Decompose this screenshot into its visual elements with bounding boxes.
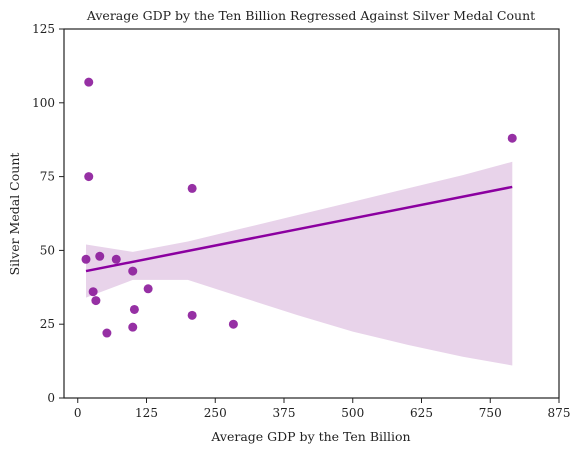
x-tick-label: 250 <box>204 406 227 420</box>
data-point <box>82 255 91 264</box>
y-tick-label: 0 <box>47 391 55 405</box>
data-point <box>508 134 517 143</box>
x-tick-label: 750 <box>479 406 502 420</box>
data-point <box>84 172 93 181</box>
data-point <box>188 184 197 193</box>
chart-title: Average GDP by the Ten Billion Regressed… <box>86 8 535 23</box>
data-point <box>84 78 93 87</box>
data-point <box>89 287 98 296</box>
x-tick-label: 0 <box>74 406 82 420</box>
x-tick-label: 375 <box>273 406 296 420</box>
y-axis-title: Silver Medal Count <box>7 153 22 276</box>
data-point <box>144 284 153 293</box>
confidence-band-layer <box>86 162 512 366</box>
data-point <box>128 323 137 332</box>
data-point <box>95 252 104 261</box>
x-tick-label: 125 <box>135 406 158 420</box>
confidence-band <box>86 162 512 366</box>
x-tick-label: 625 <box>410 406 433 420</box>
data-point <box>229 320 238 329</box>
y-tick-label: 50 <box>40 243 55 257</box>
y-tick-label: 100 <box>32 96 55 110</box>
y-tick-label: 25 <box>40 317 55 331</box>
y-tick-label: 75 <box>40 170 55 184</box>
x-tick-label: 500 <box>341 406 364 420</box>
data-point <box>102 329 111 338</box>
data-point <box>130 305 139 314</box>
x-axis-title: Average GDP by the Ten Billion <box>210 429 410 444</box>
data-point <box>128 267 137 276</box>
x-tick-label: 875 <box>548 406 571 420</box>
data-point <box>112 255 121 264</box>
data-point <box>91 296 100 305</box>
data-point <box>188 311 197 320</box>
y-tick-label: 125 <box>32 22 55 36</box>
